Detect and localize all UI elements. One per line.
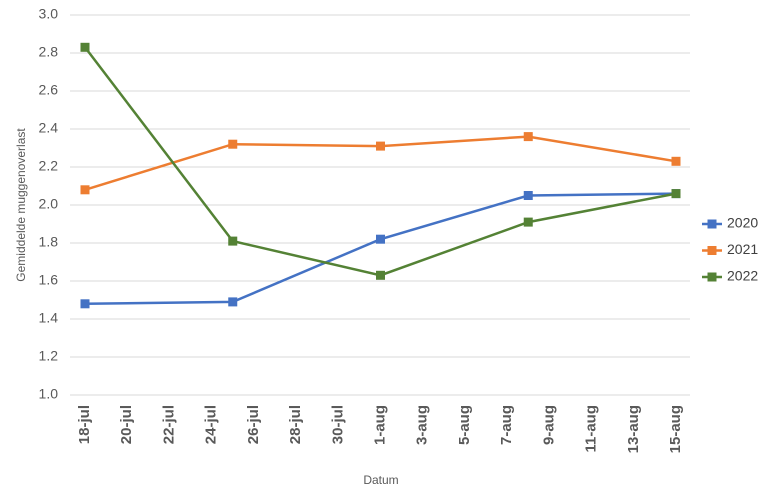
marker [80, 299, 90, 309]
x-tick-label: 26-jul [245, 405, 262, 444]
marker [228, 236, 238, 246]
x-tick-label: 13-aug [625, 405, 642, 453]
marker [671, 156, 681, 166]
x-tick-label: 30-jul [329, 405, 346, 444]
x-tick-label: 24-jul [203, 405, 220, 444]
legend-label: 2021 [727, 241, 758, 257]
x-tick-label: 7-aug [498, 405, 515, 445]
legend-label: 2022 [727, 268, 758, 284]
y-axis-title: Gemiddelde muggenoverlast [14, 128, 28, 282]
x-tick-label: 18-jul [76, 405, 93, 444]
marker [376, 270, 385, 280]
marker [671, 189, 681, 199]
y-tick-label: 2.8 [39, 44, 59, 60]
marker [376, 141, 385, 151]
x-tick-label: 1-aug [371, 405, 388, 445]
y-tick-label: 2.0 [39, 196, 59, 212]
marker [523, 217, 533, 227]
x-tick-label: 11-aug [583, 405, 600, 453]
y-tick-label: 2.2 [39, 158, 59, 174]
y-tick-label: 2.4 [39, 120, 59, 136]
marker [228, 139, 238, 149]
x-tick-label: 22-jul [160, 405, 177, 444]
y-tick-label: 1.6 [39, 272, 59, 288]
marker [523, 191, 533, 200]
marker [80, 185, 90, 195]
x-tick-label: 15-aug [667, 405, 684, 453]
y-tick-label: 3.0 [39, 6, 59, 22]
legend-marker [707, 246, 717, 255]
y-tick-label: 1.0 [39, 386, 59, 402]
marker [376, 234, 385, 244]
legend-marker [707, 219, 717, 229]
x-axis-title: Datum [363, 473, 398, 487]
y-tick-label: 2.6 [39, 82, 59, 98]
marker [228, 297, 238, 307]
y-tick-label: 1.2 [39, 348, 59, 364]
y-tick-label: 1.4 [39, 310, 59, 326]
x-tick-label: 3-aug [414, 405, 431, 445]
legend-label: 2020 [727, 215, 758, 231]
x-tick-label: 20-jul [118, 405, 135, 444]
x-tick-label: 9-aug [540, 405, 557, 445]
marker [80, 42, 90, 52]
x-tick-label: 5-aug [456, 405, 473, 445]
marker [523, 132, 533, 142]
y-tick-label: 1.8 [39, 234, 59, 250]
legend-marker [707, 272, 717, 282]
x-tick-label: 28-jul [287, 405, 304, 444]
